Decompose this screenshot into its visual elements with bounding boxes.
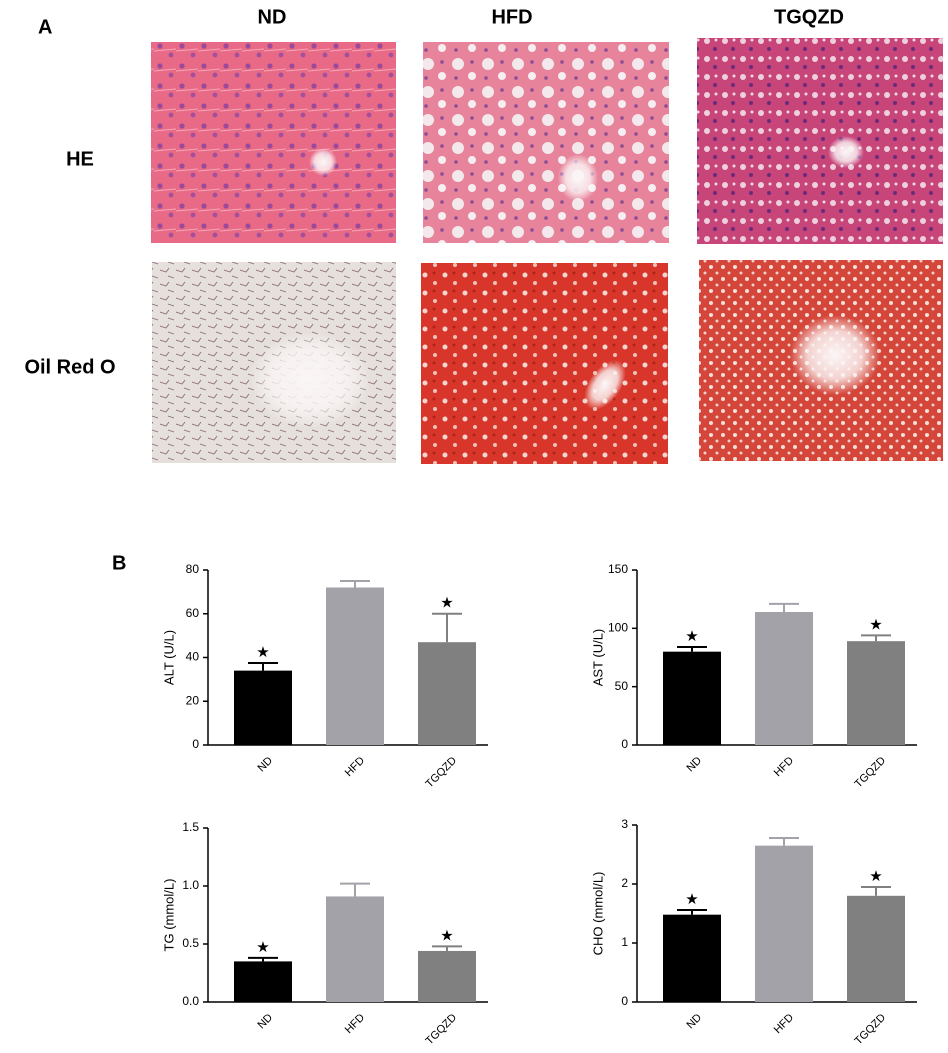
y-tick-label: 1 bbox=[621, 935, 628, 949]
y-tick-label: 20 bbox=[186, 693, 200, 707]
significance-marker: ★ bbox=[440, 927, 453, 944]
y-tick-label: 2 bbox=[621, 876, 628, 890]
y-axis-label: CHO (mmol/L) bbox=[590, 872, 605, 956]
micrograph bbox=[151, 42, 396, 243]
y-tick-label: 0 bbox=[621, 737, 628, 751]
bar bbox=[326, 896, 384, 1002]
y-tick-label: 150 bbox=[608, 562, 628, 576]
bar bbox=[755, 845, 813, 1002]
y-tick-label: 0 bbox=[192, 737, 199, 751]
row-label: HE bbox=[66, 148, 94, 170]
bar bbox=[418, 642, 476, 745]
micrograph bbox=[152, 262, 396, 463]
significance-marker: ★ bbox=[256, 644, 269, 661]
y-axis-label: ALT (U/L) bbox=[161, 630, 176, 685]
y-tick-label: 1.0 bbox=[182, 878, 199, 892]
x-tick-label: TGQZD bbox=[852, 755, 888, 791]
significance-marker: ★ bbox=[256, 939, 269, 956]
y-tick-label: 80 bbox=[186, 562, 200, 576]
significance-marker: ★ bbox=[685, 891, 698, 908]
significance-marker: ★ bbox=[685, 628, 698, 645]
x-tick-label: TGQZD bbox=[423, 755, 459, 791]
panel-label: A bbox=[38, 16, 52, 38]
x-tick-label: HFD bbox=[343, 1012, 368, 1037]
y-axis-label: TG (mmol/L) bbox=[161, 879, 176, 952]
micrograph bbox=[699, 260, 943, 461]
x-tick-label: HFD bbox=[343, 755, 368, 780]
micrograph bbox=[697, 38, 943, 244]
bar bbox=[326, 587, 384, 745]
x-tick-label: HFD bbox=[772, 755, 797, 780]
row-label: Oil Red O bbox=[24, 356, 115, 378]
column-header: TGQZD bbox=[774, 6, 844, 28]
y-tick-label: 3 bbox=[621, 817, 628, 831]
bar bbox=[418, 950, 476, 1002]
significance-marker: ★ bbox=[440, 595, 453, 612]
y-tick-label: 40 bbox=[186, 650, 200, 664]
significance-marker: ★ bbox=[869, 616, 882, 633]
bar bbox=[847, 895, 905, 1002]
bar bbox=[663, 914, 721, 1002]
micrograph bbox=[423, 42, 669, 243]
x-tick-label: ND bbox=[255, 755, 275, 775]
y-tick-label: 50 bbox=[615, 679, 629, 693]
x-tick-label: TGQZD bbox=[852, 1012, 888, 1048]
y-tick-label: 0 bbox=[621, 994, 628, 1008]
bar bbox=[663, 651, 721, 745]
bar bbox=[755, 612, 813, 745]
column-header: HFD bbox=[491, 6, 532, 28]
x-tick-label: ND bbox=[684, 1012, 704, 1032]
y-tick-label: 0.5 bbox=[182, 936, 199, 950]
y-tick-label: 1.5 bbox=[182, 820, 199, 834]
significance-marker: ★ bbox=[869, 868, 882, 885]
panel-label: B bbox=[112, 552, 126, 574]
x-tick-label: ND bbox=[255, 1012, 275, 1032]
y-tick-label: 60 bbox=[186, 606, 200, 620]
x-tick-label: ND bbox=[684, 755, 704, 775]
bar bbox=[847, 641, 905, 745]
bar bbox=[234, 961, 292, 1002]
y-axis-label: AST (U/L) bbox=[590, 629, 605, 687]
x-tick-label: HFD bbox=[772, 1012, 797, 1037]
y-tick-label: 100 bbox=[608, 621, 628, 635]
bar bbox=[234, 670, 292, 745]
micrograph bbox=[421, 263, 668, 464]
x-tick-label: TGQZD bbox=[423, 1012, 459, 1048]
column-header: ND bbox=[258, 6, 287, 28]
y-tick-label: 0.0 bbox=[182, 994, 199, 1008]
